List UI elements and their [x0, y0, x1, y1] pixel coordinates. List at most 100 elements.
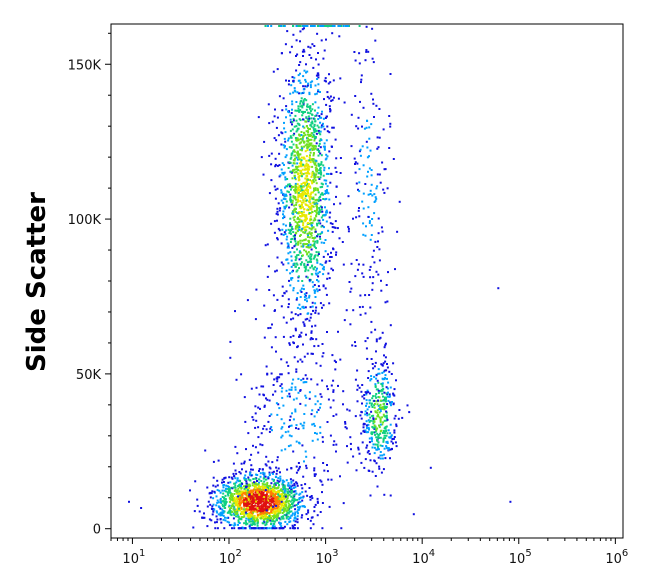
- data-point: [288, 499, 291, 502]
- data-point: [276, 499, 279, 502]
- data-point: [285, 269, 288, 272]
- data-point: [275, 491, 278, 494]
- data-point: [255, 419, 258, 422]
- data-point: [317, 312, 320, 315]
- data-point: [290, 255, 293, 258]
- data-point: [255, 517, 258, 520]
- data-point: [276, 380, 279, 383]
- data-point: [218, 506, 221, 509]
- data-point: [303, 249, 306, 252]
- data-point: [304, 183, 307, 186]
- data-point: [305, 199, 308, 202]
- data-point: [219, 518, 222, 521]
- data-point: [382, 370, 385, 373]
- data-point: [271, 478, 274, 481]
- data-point: [279, 495, 282, 498]
- data-point: [366, 426, 369, 429]
- y-axis-title: Side Scatter: [22, 192, 52, 372]
- data-point: [280, 143, 283, 146]
- data-point: [259, 443, 262, 446]
- data-point: [308, 195, 311, 198]
- data-point: [366, 156, 369, 159]
- data-point: [273, 485, 276, 488]
- data-point: [373, 404, 376, 407]
- data-point: [283, 25, 286, 27]
- data-point: [314, 179, 317, 182]
- data-point: [369, 276, 372, 279]
- data-point: [305, 467, 308, 470]
- data-point: [245, 482, 248, 485]
- data-point: [261, 497, 264, 500]
- data-point: [287, 137, 290, 140]
- data-point: [340, 527, 343, 530]
- data-point: [368, 167, 371, 170]
- data-point: [312, 285, 315, 288]
- data-point: [293, 490, 296, 493]
- data-point: [248, 493, 251, 496]
- data-point: [329, 256, 332, 258]
- data-point: [301, 114, 304, 117]
- data-point: [334, 166, 337, 169]
- data-point: [289, 500, 292, 503]
- data-point: [314, 84, 317, 87]
- data-point: [263, 472, 266, 475]
- data-point: [278, 503, 281, 506]
- data-point: [329, 110, 332, 113]
- data-point: [374, 196, 377, 199]
- data-point: [317, 144, 320, 147]
- data-point: [294, 182, 297, 185]
- data-point: [287, 161, 290, 164]
- data-point: [302, 496, 304, 499]
- data-point: [309, 519, 312, 522]
- data-point: [273, 310, 276, 312]
- data-point: [276, 237, 279, 240]
- data-point: [271, 487, 274, 490]
- data-point: [257, 498, 259, 500]
- data-point: [217, 513, 220, 516]
- data-point: [384, 415, 387, 418]
- data-point: [298, 334, 301, 337]
- data-point: [291, 128, 294, 131]
- data-point: [394, 441, 397, 444]
- data-point: [292, 487, 295, 489]
- data-point: [368, 222, 371, 224]
- data-point: [231, 503, 234, 506]
- data-point: [267, 460, 270, 463]
- data-point: [314, 272, 317, 275]
- data-point: [268, 517, 271, 520]
- data-point: [310, 132, 313, 135]
- data-point: [292, 213, 295, 216]
- data-point: [283, 137, 286, 140]
- data-point: [285, 361, 288, 364]
- data-point: [304, 219, 307, 221]
- data-point: [294, 178, 297, 181]
- data-point: [295, 492, 298, 495]
- data-point: [228, 476, 231, 479]
- data-point: [379, 430, 382, 433]
- data-point: [337, 330, 339, 333]
- data-point: [334, 226, 337, 229]
- data-point: [306, 149, 309, 152]
- data-point: [300, 219, 303, 222]
- data-point: [252, 510, 255, 513]
- data-point: [295, 504, 298, 506]
- data-point: [254, 510, 257, 513]
- data-point: [234, 445, 237, 448]
- data-point: [305, 71, 307, 74]
- data-point: [315, 258, 318, 261]
- data-point: [284, 131, 287, 134]
- data-point: [317, 106, 320, 109]
- data-point: [278, 527, 281, 530]
- data-point: [317, 233, 319, 236]
- data-point: [324, 250, 327, 253]
- data-point: [267, 491, 270, 494]
- data-point: [222, 514, 225, 517]
- data-point: [273, 185, 276, 188]
- data-point: [380, 399, 382, 402]
- data-point: [263, 425, 266, 427]
- data-point: [406, 404, 409, 407]
- data-point: [236, 503, 239, 506]
- data-point: [309, 81, 312, 84]
- data-point: [294, 265, 297, 268]
- data-point: [270, 372, 273, 375]
